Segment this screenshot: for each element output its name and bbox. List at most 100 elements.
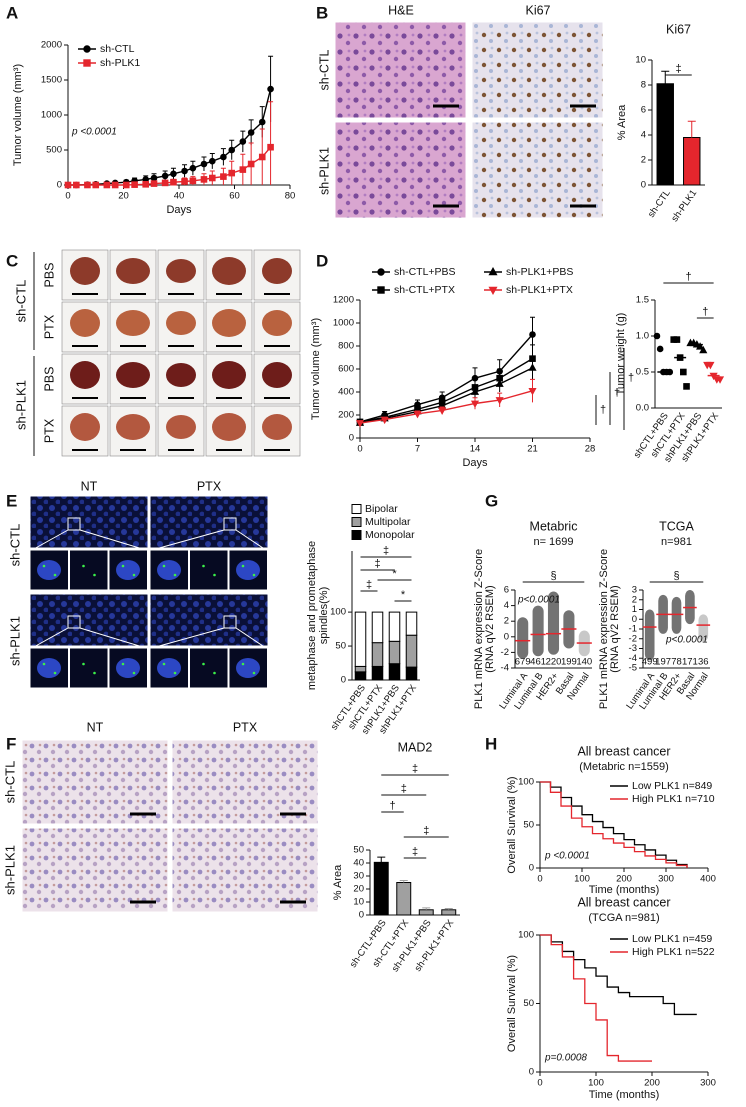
x-tick-label: 0 — [537, 874, 542, 885]
point-cloud — [644, 609, 655, 661]
data-point — [247, 129, 255, 136]
y-tick-label: 1000 — [333, 318, 354, 329]
p-value: p<0.0001 — [517, 595, 560, 606]
data-point — [529, 355, 536, 362]
bar — [441, 909, 457, 916]
centrosome — [53, 671, 57, 675]
inset — [69, 647, 109, 689]
tumor — [70, 413, 100, 441]
count-label: 199 — [561, 657, 577, 668]
significance-label: ‡ — [412, 846, 418, 858]
x-tick-label: 100 — [574, 874, 590, 885]
y-tick-label: 0 — [641, 180, 646, 191]
centrosome — [173, 573, 177, 577]
chart-title: Metabric — [530, 519, 578, 533]
y-axis-label: Tumor weight (g) — [615, 313, 627, 396]
y-tick-label: 1200 — [333, 295, 354, 306]
nucleus — [37, 658, 61, 678]
point-cloud — [698, 614, 709, 642]
data-point — [161, 172, 169, 180]
data-point — [200, 176, 208, 183]
y-tick-label: 4 — [504, 600, 509, 611]
centrosome — [82, 662, 85, 666]
bar-segment — [371, 611, 384, 644]
y-tick-label: 0.5 — [636, 367, 649, 378]
y-tick-label: -5 — [629, 663, 637, 674]
micrograph — [21, 827, 169, 913]
data-point — [220, 153, 227, 161]
y-tick-label: 2 — [632, 594, 637, 605]
bar-segment — [388, 611, 401, 642]
image-label: PTX — [233, 720, 258, 734]
bar — [683, 137, 701, 186]
data-point — [150, 174, 158, 182]
zoom-box — [223, 615, 237, 629]
nucleus — [37, 560, 61, 580]
data-point — [696, 342, 705, 350]
y-tick-label: 100 — [518, 930, 534, 941]
data-point — [200, 160, 208, 168]
data-point — [150, 180, 158, 187]
legend-marker — [377, 286, 385, 294]
data-point — [380, 416, 389, 425]
p-value: p <0.0001 — [71, 127, 117, 138]
legend-label: sh-CTL+PBS — [394, 266, 456, 278]
bar — [396, 882, 412, 916]
tumor — [262, 362, 292, 388]
legend-swatch — [351, 517, 362, 527]
image-label: sh-CTL — [7, 524, 22, 567]
x-tick-label: 14 — [470, 444, 481, 455]
image-label: NT — [81, 479, 98, 493]
point-cloud — [547, 591, 560, 655]
y-axis-label: % Area — [616, 104, 628, 140]
tumor — [70, 309, 100, 337]
chart-title: All breast cancer — [577, 895, 670, 909]
x-axis-label: Time (months) — [589, 1089, 660, 1101]
x-tick-label: 100 — [588, 1078, 604, 1089]
y-tick-label: 20 — [353, 884, 364, 895]
series-line — [68, 146, 272, 186]
significance-label: ‡ — [383, 545, 389, 557]
y-tick-label: 0 — [529, 1067, 534, 1078]
y-tick-label: 10 — [353, 897, 364, 908]
legend-marker — [83, 45, 91, 53]
micrograph — [149, 495, 269, 549]
x-tick-label: 21 — [527, 444, 538, 455]
x-tick-label: 300 — [658, 874, 674, 885]
y-tick-label: 0 — [632, 614, 637, 625]
data-point — [239, 166, 247, 173]
x-tick-label: 400 — [700, 874, 716, 885]
count-label: 171 — [682, 657, 698, 668]
significance-label: † — [600, 404, 606, 416]
data-point — [258, 118, 266, 126]
x-axis-label: Days — [462, 457, 488, 469]
significance-label: † — [614, 387, 620, 399]
count-label: 679 — [515, 657, 531, 668]
zoom-line — [151, 627, 225, 649]
y-tick-label: 3 — [632, 585, 637, 596]
y-tick-label: 500 — [46, 145, 62, 156]
micrograph — [334, 21, 467, 119]
chart-title: Ki67 — [666, 22, 691, 36]
y-tick-label: 2 — [641, 155, 646, 166]
image-label: sh-PLK1 — [13, 380, 28, 430]
y-tick-label: 40 — [353, 858, 364, 869]
zoom-line — [79, 627, 147, 649]
significance-label: § — [550, 570, 556, 582]
y-axis-label: (RNA qV2 RSEM) — [484, 585, 496, 672]
image-label: sh-PLK1 — [2, 845, 17, 895]
inset — [69, 549, 109, 591]
panel-letter: C — [6, 251, 18, 270]
bar-segment — [354, 665, 367, 673]
nucleus — [236, 560, 260, 580]
centrosome — [241, 564, 245, 568]
legend-label: sh-PLK1+PTX — [506, 284, 573, 296]
image-label: sh-CTL — [13, 280, 28, 323]
data-point — [189, 164, 197, 172]
bar — [656, 83, 674, 186]
centrosome — [162, 662, 166, 666]
x-tick-label: 20 — [118, 191, 129, 202]
bar-segment — [388, 640, 401, 665]
data-point — [73, 181, 80, 189]
data-point — [496, 374, 503, 382]
